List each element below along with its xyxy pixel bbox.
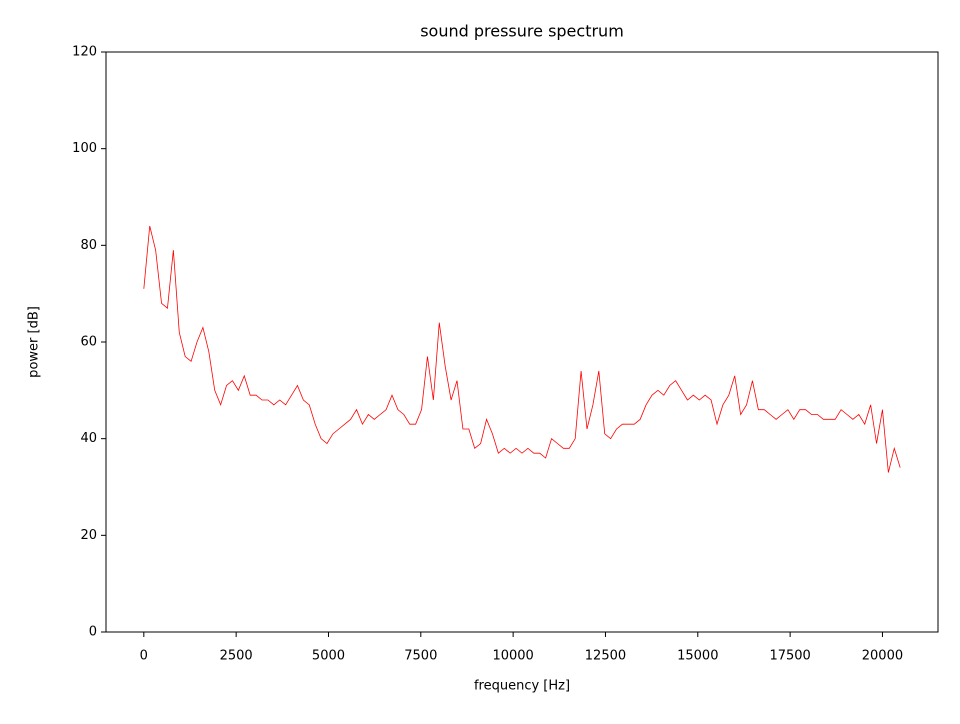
- y-tick-label: 100: [72, 141, 97, 156]
- x-tick-label: 15000: [677, 649, 718, 664]
- x-tick-label: 12500: [585, 649, 626, 664]
- y-tick-label: 20: [80, 528, 97, 543]
- y-tick-label: 0: [89, 625, 97, 640]
- x-tick-label: 2500: [220, 649, 253, 664]
- y-tick-label: 120: [72, 45, 97, 60]
- chart-title: sound pressure spectrum: [420, 22, 624, 41]
- y-axis-label: power [dB]: [27, 306, 42, 378]
- x-tick-label: 20000: [862, 649, 903, 664]
- x-tick-label: 5000: [312, 649, 345, 664]
- x-axis-label: frequency [Hz]: [474, 679, 570, 694]
- plot-frame: [105, 51, 939, 633]
- data-line: [143, 225, 901, 473]
- y-tick-label: 60: [80, 335, 97, 350]
- y-tick-label: 40: [80, 431, 97, 446]
- x-tick-label: 17500: [769, 649, 810, 664]
- x-tick-label: 10000: [492, 649, 533, 664]
- y-tick-label: 80: [80, 238, 97, 253]
- x-tick-label: 0: [140, 649, 148, 664]
- x-tick-label: 7500: [404, 649, 437, 664]
